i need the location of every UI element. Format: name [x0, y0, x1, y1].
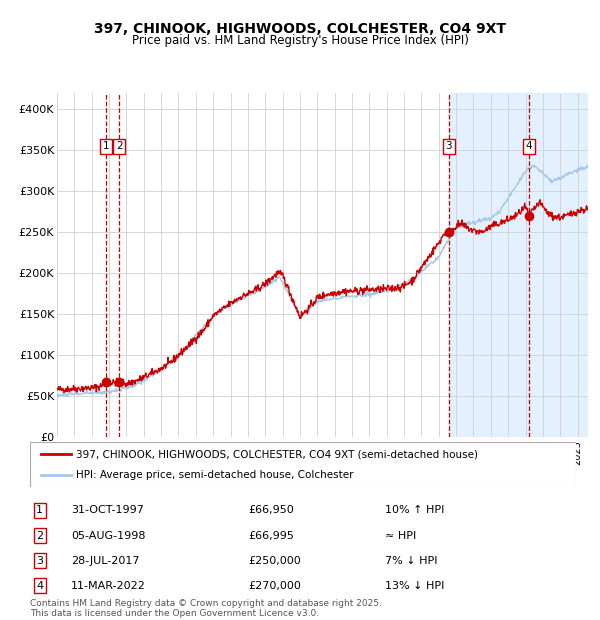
FancyBboxPatch shape: [30, 442, 576, 487]
Text: 1: 1: [37, 505, 43, 515]
Text: 397, CHINOOK, HIGHWOODS, COLCHESTER, CO4 9XT (semi-detached house): 397, CHINOOK, HIGHWOODS, COLCHESTER, CO4…: [76, 449, 478, 459]
Text: 05-AUG-1998: 05-AUG-1998: [71, 531, 145, 541]
Text: 1: 1: [103, 141, 109, 151]
Text: £250,000: £250,000: [248, 556, 301, 565]
Text: 3: 3: [445, 141, 452, 151]
Text: 7% ↓ HPI: 7% ↓ HPI: [385, 556, 437, 565]
Text: 13% ↓ HPI: 13% ↓ HPI: [385, 581, 444, 591]
Text: 4: 4: [36, 581, 43, 591]
Text: 2: 2: [116, 141, 122, 151]
Text: Contains HM Land Registry data © Crown copyright and database right 2025.
This d: Contains HM Land Registry data © Crown c…: [30, 599, 382, 618]
Text: ≈ HPI: ≈ HPI: [385, 531, 416, 541]
Text: 31-OCT-1997: 31-OCT-1997: [71, 505, 144, 515]
Text: £270,000: £270,000: [248, 581, 301, 591]
Text: 3: 3: [37, 556, 43, 565]
Bar: [449, 93, 588, 437]
Text: HPI: Average price, semi-detached house, Colchester: HPI: Average price, semi-detached house,…: [76, 469, 354, 480]
Text: £66,950: £66,950: [248, 505, 294, 515]
Text: Price paid vs. HM Land Registry's House Price Index (HPI): Price paid vs. HM Land Registry's House …: [131, 34, 469, 47]
Text: 28-JUL-2017: 28-JUL-2017: [71, 556, 139, 565]
Text: 4: 4: [526, 141, 532, 151]
Text: 10% ↑ HPI: 10% ↑ HPI: [385, 505, 444, 515]
Text: 397, CHINOOK, HIGHWOODS, COLCHESTER, CO4 9XT: 397, CHINOOK, HIGHWOODS, COLCHESTER, CO4…: [94, 22, 506, 36]
Text: £66,995: £66,995: [248, 531, 294, 541]
Text: 2: 2: [36, 531, 43, 541]
Text: 11-MAR-2022: 11-MAR-2022: [71, 581, 146, 591]
